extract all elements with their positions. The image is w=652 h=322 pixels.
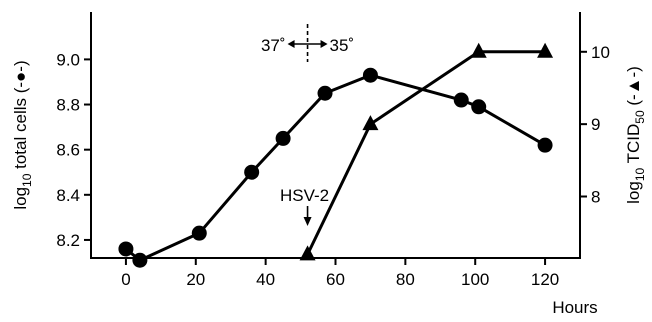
x-tick-label: 100 — [461, 270, 489, 289]
x-tick-label: 60 — [326, 270, 345, 289]
cells-point — [537, 137, 553, 153]
x-tick-label: 0 — [121, 270, 130, 289]
y-left-tick-label: 8.8 — [56, 96, 80, 115]
y-right-tick-label: 8 — [591, 188, 600, 207]
x-tick-label: 120 — [531, 270, 559, 289]
virus-label: HSV-2 — [280, 186, 329, 205]
tcid50-point — [537, 42, 554, 58]
tcid50-point — [299, 245, 316, 261]
x-tick-label: 40 — [256, 270, 275, 289]
cells-point — [191, 225, 207, 241]
y-left-tick-label: 9.0 — [56, 50, 80, 69]
y-left-tick-label: 8.4 — [56, 186, 80, 205]
y-right-tick-label: 10 — [591, 43, 610, 62]
series-layer — [118, 42, 554, 268]
axes: 0 20 40 60 80 100 120 Hours 8.2 8.4 8.6 8.8 9.0 8 9 10 l… — [11, 12, 647, 317]
tcid50-point — [362, 115, 379, 131]
tcid50-point — [470, 42, 487, 58]
cells-point — [362, 67, 378, 83]
y-left-axis-title: log10 total cells (-●-) — [11, 60, 34, 209]
arrow-right-icon — [320, 40, 328, 48]
temp-left-label: 37˚ — [261, 36, 286, 55]
arrow-down-icon — [303, 217, 312, 226]
cells-point — [132, 252, 148, 268]
x-tick-label: 80 — [396, 270, 415, 289]
arrow-left-icon — [287, 40, 295, 48]
annotations: 37˚ 35˚ HSV-2 — [261, 24, 354, 226]
series-line-total-cells — [124, 73, 546, 263]
temp-right-label: 35˚ — [330, 36, 355, 55]
series-line-tcid50 — [306, 50, 546, 256]
cells-point — [453, 92, 469, 108]
y-left-tick-label: 8.2 — [56, 231, 80, 250]
cells-point — [317, 85, 333, 101]
x-axis-title: Hours — [552, 298, 597, 317]
x-tick-label: 20 — [186, 270, 205, 289]
y-right-axis-title: log10 TCID50 (-▲-) — [624, 66, 647, 204]
cells-point — [275, 130, 291, 146]
cells-point — [244, 164, 260, 180]
y-right-tick-label: 9 — [591, 115, 600, 134]
cells-point — [118, 241, 134, 257]
cells-point — [471, 99, 487, 115]
y-left-tick-label: 8.6 — [56, 141, 80, 160]
